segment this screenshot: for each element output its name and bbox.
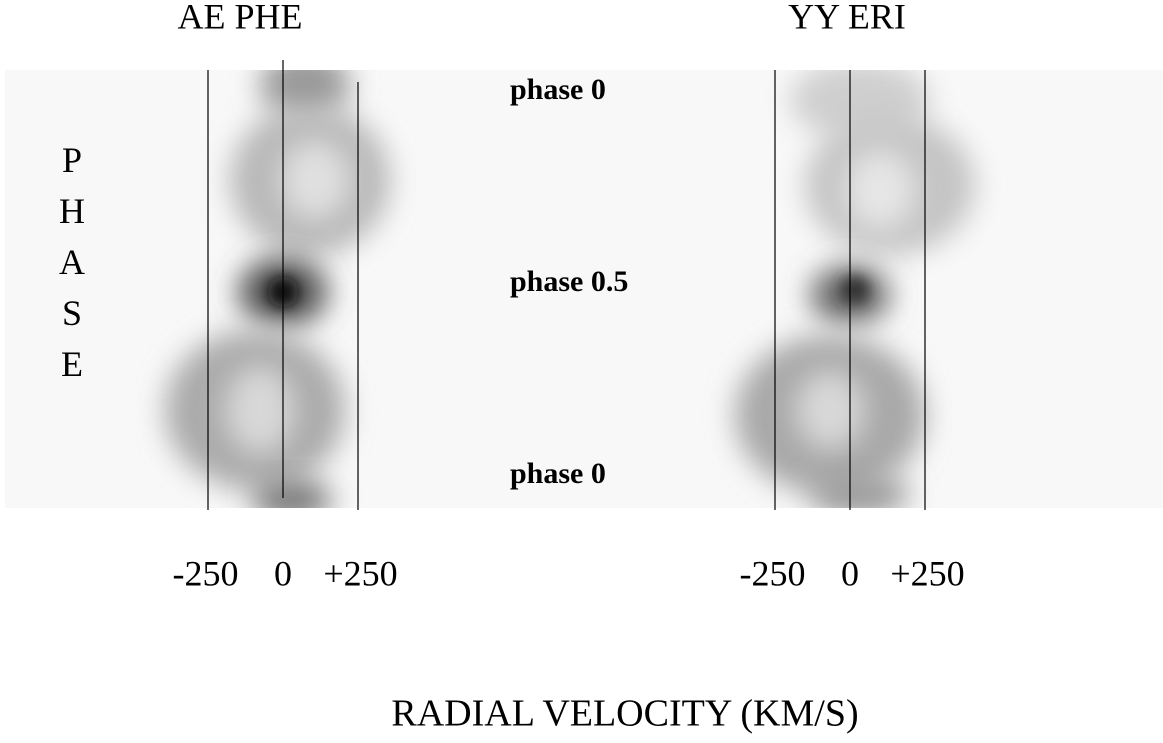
x-tick-label: +250 <box>323 553 397 593</box>
panel-title: YY ERI <box>788 0 906 36</box>
phase-label: phase 0 <box>510 73 606 106</box>
spectrum-images <box>165 70 975 508</box>
x-axis-label: RADIAL VELOCITY (KM/S) <box>391 693 858 735</box>
phase-label: phase 0 <box>510 457 606 490</box>
x-tick-label: -250 <box>173 553 239 593</box>
x-tick-label: -250 <box>740 553 806 593</box>
spectrum-right <box>735 70 975 508</box>
spectrum-left <box>165 70 390 508</box>
panel-title: AE PHE <box>178 0 303 36</box>
phase-label: phase 0.5 <box>510 265 628 298</box>
x-tick-label: 0 <box>841 553 859 593</box>
y-axis-label: PHASE <box>59 140 85 384</box>
x-tick-label: +250 <box>890 553 964 593</box>
x-tick-label: 0 <box>274 553 292 593</box>
